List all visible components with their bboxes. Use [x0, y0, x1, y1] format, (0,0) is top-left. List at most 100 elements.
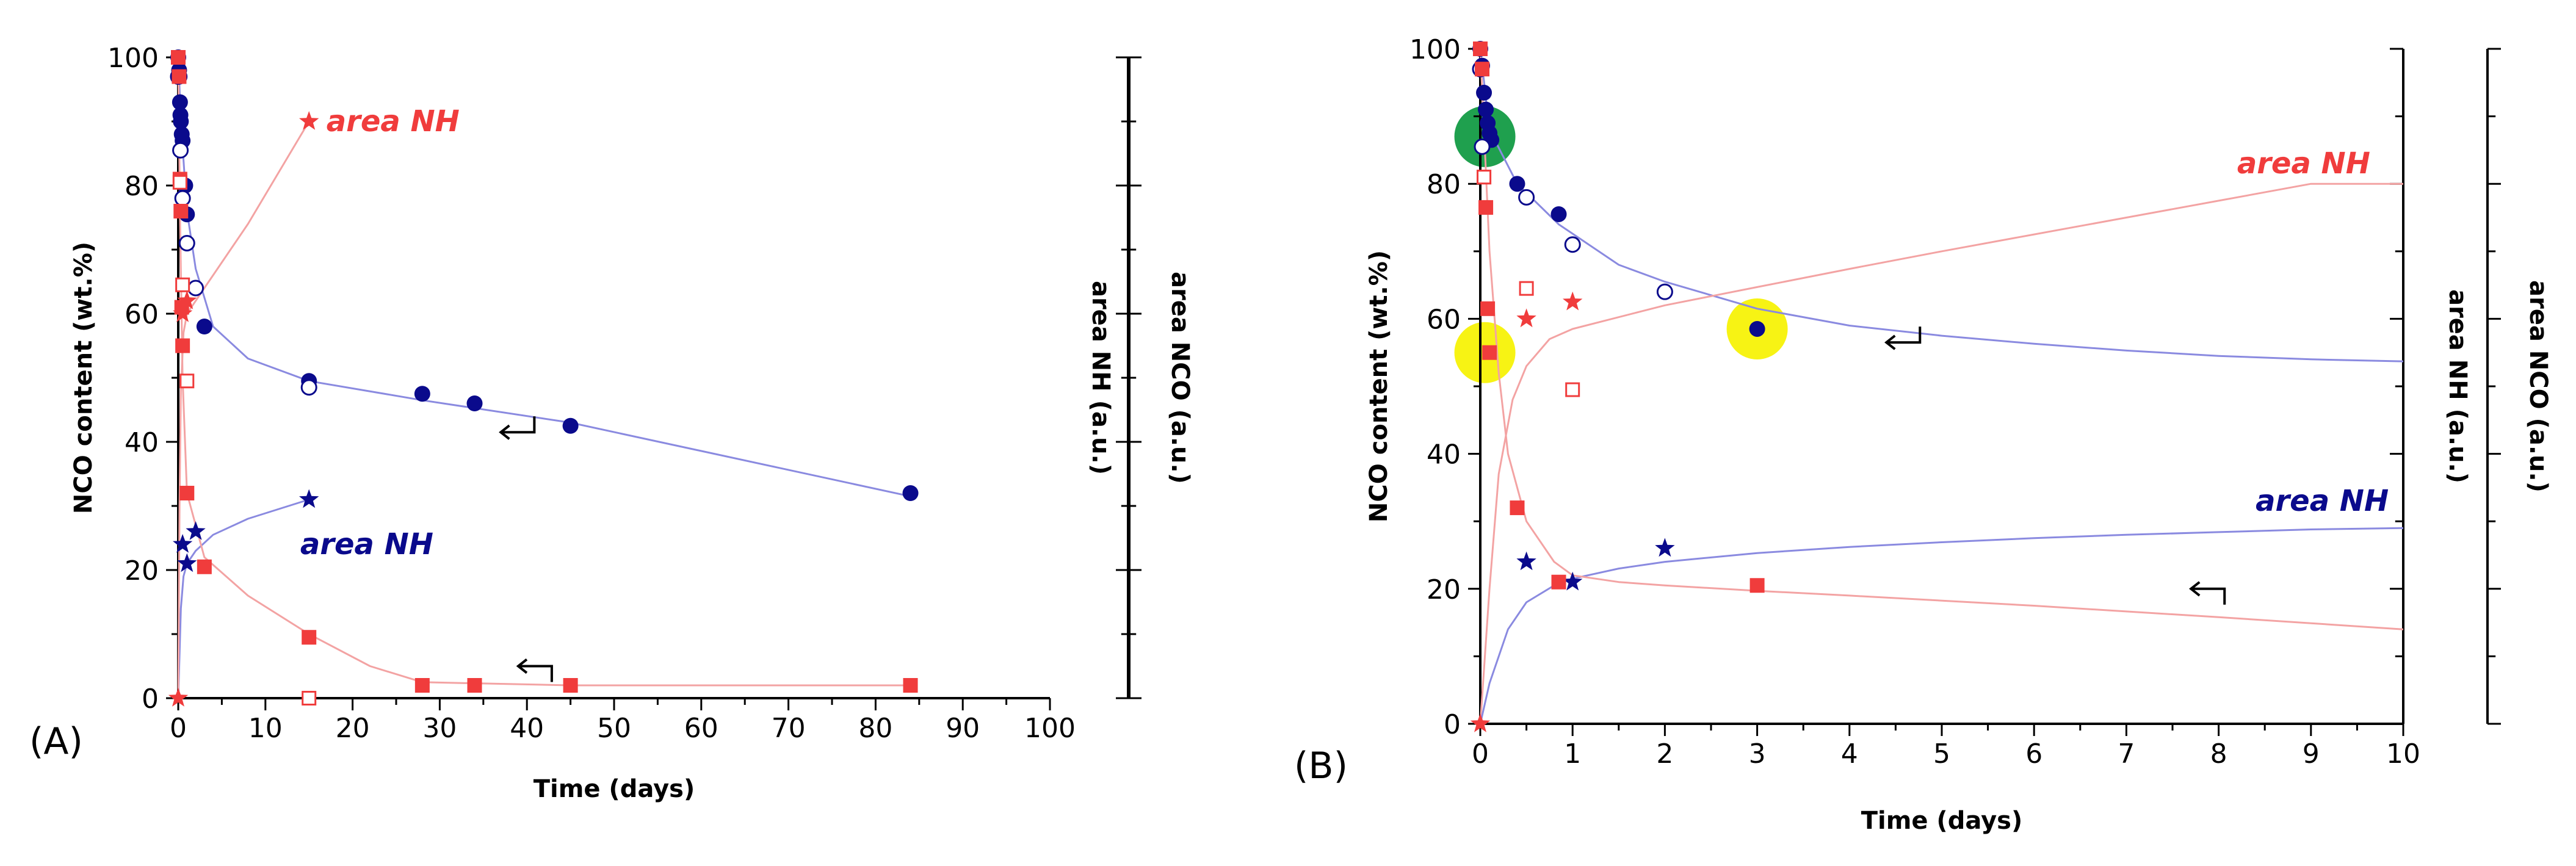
data-point-circle-open	[1564, 236, 1581, 253]
data-point-circle-open	[300, 379, 317, 396]
data-point-square-filled	[563, 678, 578, 693]
data-point-square-open	[172, 175, 187, 190]
x-tick-label: 40	[510, 713, 544, 744]
data-point-square-filled	[175, 338, 190, 353]
fit-line	[1479, 527, 2404, 724]
annotation-blue-area-nh: area NH	[300, 527, 433, 561]
x-tick-label: 70	[772, 713, 806, 744]
data-point-circle-open	[178, 235, 195, 251]
y-axis-title-left: NCO content (wt.%)	[1365, 250, 1393, 522]
data-point-circle-filled	[1749, 320, 1765, 337]
x-axis-title: Time (days)	[1861, 807, 2023, 835]
data-point-circle-filled	[173, 114, 189, 129]
data-point-square-filled	[197, 559, 212, 574]
data-point-square-open	[302, 691, 317, 705]
annotation-blue-area-nh: area NH	[2256, 484, 2389, 518]
y-tick-label: 80	[125, 171, 159, 202]
data-point-star	[1655, 538, 1675, 557]
data-point-circle-open	[187, 280, 204, 297]
data-point-square-filled	[179, 486, 195, 500]
data-point-square-open	[1565, 382, 1580, 397]
x-tick-label: 60	[684, 713, 718, 744]
data-point-square-filled	[1473, 41, 1488, 56]
data-point-star	[1563, 291, 1583, 311]
x-tick-label: 3	[1749, 738, 1766, 770]
x-tick-label: 7	[2118, 738, 2135, 770]
data-point-square-filled	[467, 678, 482, 693]
y-axis-title-right-area-nco: area NCO (a.u.)	[1166, 272, 1194, 484]
y-tick-label: 60	[1427, 304, 1461, 335]
y-tick-label: 20	[125, 555, 159, 586]
data-point-square-filled	[174, 300, 189, 315]
data-point-square-filled	[1749, 578, 1765, 593]
x-tick-label: 5	[1933, 738, 1950, 770]
y-axis-title-left: NCO content (wt.%)	[70, 242, 98, 514]
axis-arrow-icon	[2189, 581, 2226, 605]
x-tick-label: 1	[1564, 738, 1581, 770]
data-point-circle-filled	[196, 319, 212, 334]
data-point-square-filled	[172, 69, 187, 84]
chart-panel-a: 0 10 20 30 40 50 60 70 80 90 100 0 20 40 60 80 100 Time (…	[29, 43, 1194, 803]
x-tick-label: 2	[1656, 738, 1673, 770]
x-tick-label: 20	[336, 713, 370, 744]
data-point-circle-open	[174, 190, 191, 207]
data-point-square-filled	[1480, 301, 1496, 316]
y-axis-title-right-area-nco: area NCO (a.u.)	[2524, 280, 2552, 493]
x-tick-label: 10	[248, 713, 283, 744]
x-tick-label: 0	[1472, 738, 1489, 770]
annotation-red-area-nh: area NH	[327, 104, 460, 139]
fit-line	[177, 499, 309, 699]
y-tick-label: 0	[1444, 709, 1461, 740]
data-point-star	[186, 521, 206, 540]
axis-arrow-icon	[499, 416, 536, 440]
x-tick-label: 100	[1024, 713, 1076, 744]
axis-arrow-icon	[1884, 327, 1922, 350]
data-point-square-filled	[302, 630, 317, 645]
x-tick-label: 30	[422, 713, 457, 744]
y-tick-label: 80	[1427, 169, 1461, 200]
x-tick-label: 0	[170, 713, 187, 744]
data-point-circle-filled	[902, 485, 919, 501]
y-tick-label: 0	[142, 684, 159, 715]
data-point-square-filled	[1482, 345, 1497, 360]
y-tick-label: 40	[1427, 439, 1461, 471]
data-point-square-open	[1519, 281, 1534, 296]
y-tick-label: 100	[1409, 34, 1461, 65]
x-tick-label: 6	[2025, 738, 2042, 770]
data-point-star	[299, 489, 319, 508]
data-point-square-filled	[1510, 500, 1525, 516]
data-point-square-filled	[171, 50, 186, 65]
data-point-circle-filled	[1550, 206, 1567, 222]
y-tick-label: 60	[125, 299, 159, 330]
y-tick-label: 20	[1427, 574, 1461, 605]
x-tick-label: 9	[2303, 738, 2320, 770]
data-point-square-open	[175, 277, 190, 292]
x-tick-label: 4	[1841, 738, 1858, 770]
data-point-circle-filled	[1509, 176, 1525, 192]
fit-line	[177, 57, 911, 497]
data-point-circle-open	[1518, 189, 1535, 206]
data-point-star	[299, 111, 319, 130]
data-point-star	[1470, 713, 1491, 732]
y-axis-title-right-area-nh: area NH (a.u.)	[1087, 281, 1115, 475]
data-point-circle-filled	[414, 386, 430, 402]
data-point-star	[1516, 551, 1536, 571]
annotation-red-area-nh: area NH	[2237, 146, 2370, 181]
axis-arrow-icon	[516, 658, 553, 682]
data-point-circle-filled	[466, 395, 483, 411]
data-point-circle-open	[1656, 283, 1673, 300]
data-point-square-open	[1477, 170, 1492, 185]
data-point-circle-filled	[1478, 101, 1494, 118]
data-point-square-filled	[173, 204, 189, 218]
data-point-circle-filled	[1476, 84, 1492, 101]
y-tick-label: 40	[125, 427, 159, 458]
x-tick-label: 10	[2386, 738, 2420, 770]
data-point-square-open	[179, 373, 195, 389]
panel-label: (B)	[1294, 745, 1348, 787]
data-point-square-filled	[1478, 200, 1494, 215]
data-point-circle-filled	[172, 94, 188, 110]
y-axis-title-right-area-nh: area NH (a.u.)	[2444, 289, 2472, 483]
data-point-star	[177, 290, 197, 309]
